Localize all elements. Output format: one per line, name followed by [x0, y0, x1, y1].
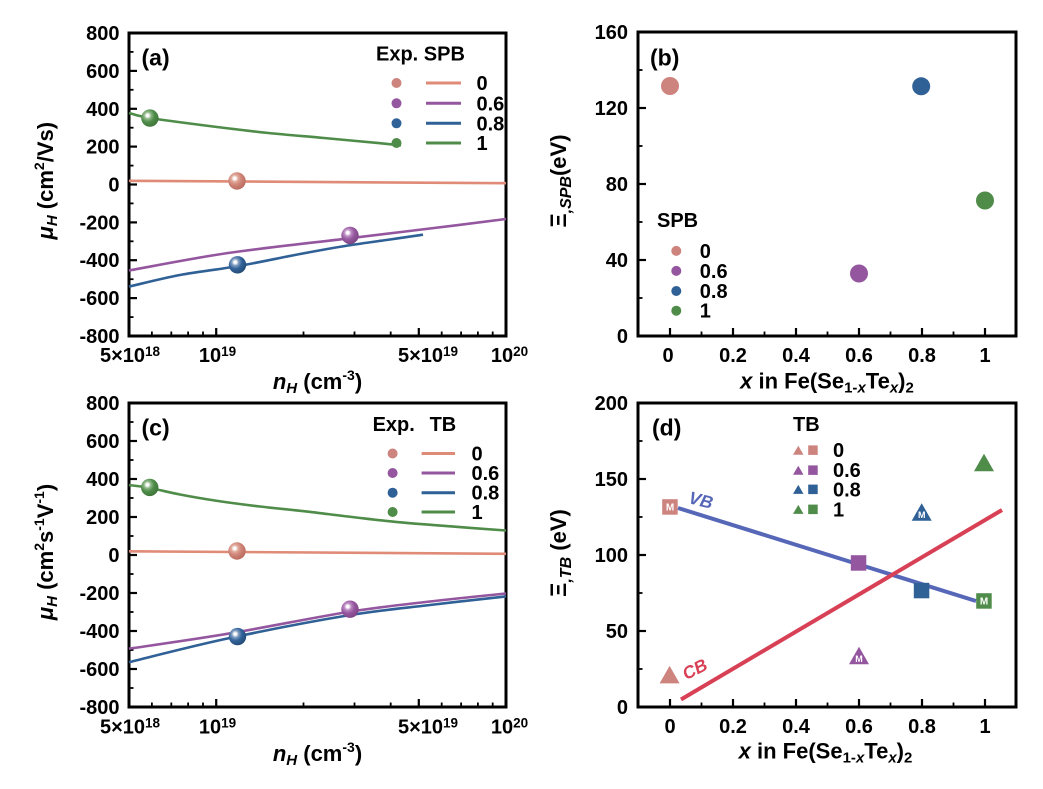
svg-text:0: 0: [662, 345, 673, 367]
svg-text:0.6: 0.6: [700, 261, 728, 283]
svg-text:0.8: 0.8: [472, 483, 500, 505]
svg-text:800: 800: [86, 393, 119, 415]
svg-text:-200: -200: [79, 212, 119, 234]
svg-text:(c): (c): [142, 415, 170, 441]
svg-text:0: 0: [477, 73, 488, 95]
svg-text:μH (cm2s-1V-1): μH (cm2s-1V-1): [31, 484, 61, 621]
svg-text:600: 600: [86, 61, 119, 83]
svg-text:x in Fe(Se1-xTex)2: x in Fe(Se1-xTex)2: [738, 739, 913, 767]
svg-text:0: 0: [700, 241, 711, 263]
svg-text:0: 0: [108, 175, 119, 197]
svg-text:1: 1: [477, 133, 488, 155]
svg-text:-400: -400: [79, 621, 119, 643]
svg-text:0.4: 0.4: [782, 345, 811, 367]
svg-text:Exp. SPB: Exp. SPB: [376, 44, 465, 66]
svg-text:Ξ,TB (eV): Ξ,TB (eV): [546, 509, 575, 597]
svg-text:1: 1: [700, 301, 711, 323]
svg-text:M: M: [666, 503, 674, 514]
svg-text:0: 0: [617, 697, 628, 719]
svg-text:0: 0: [664, 716, 675, 738]
svg-text:0.2: 0.2: [719, 345, 747, 367]
svg-text:0.6: 0.6: [845, 716, 873, 738]
svg-text:0.8: 0.8: [908, 345, 936, 367]
svg-text:1: 1: [979, 345, 990, 367]
svg-text:M: M: [980, 597, 988, 608]
svg-text:nH (cm-3): nH (cm-3): [273, 739, 362, 769]
svg-text:Ξ,SPB(eV): Ξ,SPB(eV): [546, 134, 575, 227]
svg-text:0.2: 0.2: [719, 716, 747, 738]
svg-text:1: 1: [833, 499, 844, 521]
svg-text:0.6: 0.6: [472, 463, 500, 485]
svg-text:600: 600: [86, 431, 119, 453]
svg-text:50: 50: [606, 621, 628, 643]
svg-text:0.8: 0.8: [833, 479, 861, 501]
svg-text:0.6: 0.6: [845, 345, 873, 367]
svg-text:0.6: 0.6: [477, 93, 505, 115]
svg-text:800: 800: [86, 23, 119, 45]
svg-text:(a): (a): [142, 45, 170, 71]
svg-text:150: 150: [595, 469, 628, 491]
svg-text:TB: TB: [793, 414, 820, 436]
svg-text:0: 0: [617, 326, 628, 348]
svg-text:1: 1: [472, 502, 483, 524]
svg-text:x in Fe(Se1-xTex)2: x in Fe(Se1-xTex)2: [739, 369, 914, 397]
svg-text:0.6: 0.6: [833, 460, 861, 482]
svg-text:SPB: SPB: [657, 210, 698, 232]
svg-text:160: 160: [595, 22, 628, 44]
svg-text:TB: TB: [430, 414, 457, 436]
svg-text:-800: -800: [79, 326, 119, 348]
svg-text:nH (cm-3): nH (cm-3): [273, 367, 362, 397]
svg-text:0.8: 0.8: [908, 716, 936, 738]
svg-text:-200: -200: [79, 583, 119, 605]
svg-text:120: 120: [595, 98, 628, 120]
svg-text:0.8: 0.8: [477, 113, 505, 135]
svg-text:200: 200: [86, 507, 119, 529]
svg-text:-600: -600: [79, 288, 119, 310]
svg-text:200: 200: [595, 393, 628, 415]
svg-text:0.4: 0.4: [782, 716, 811, 738]
svg-text:0: 0: [472, 444, 483, 466]
svg-text:400: 400: [86, 469, 119, 491]
svg-text:40: 40: [606, 250, 628, 272]
svg-text:-600: -600: [79, 659, 119, 681]
svg-text:1: 1: [979, 716, 990, 738]
svg-text:(b): (b): [650, 45, 679, 71]
svg-text:-800: -800: [79, 697, 119, 719]
svg-text:-400: -400: [79, 250, 119, 272]
svg-text:M: M: [855, 654, 863, 664]
svg-text:0: 0: [108, 545, 119, 567]
svg-text:80: 80: [606, 174, 628, 196]
svg-text:M: M: [918, 510, 926, 520]
svg-text:(d): (d): [652, 415, 681, 441]
svg-text:200: 200: [86, 137, 119, 159]
svg-text:0.8: 0.8: [700, 281, 728, 303]
svg-text:μH (cm2/Vs): μH (cm2/Vs): [31, 122, 61, 241]
svg-text:0: 0: [833, 440, 844, 462]
svg-text:100: 100: [595, 545, 628, 567]
svg-text:Exp.: Exp.: [373, 414, 415, 436]
svg-text:400: 400: [86, 99, 119, 121]
